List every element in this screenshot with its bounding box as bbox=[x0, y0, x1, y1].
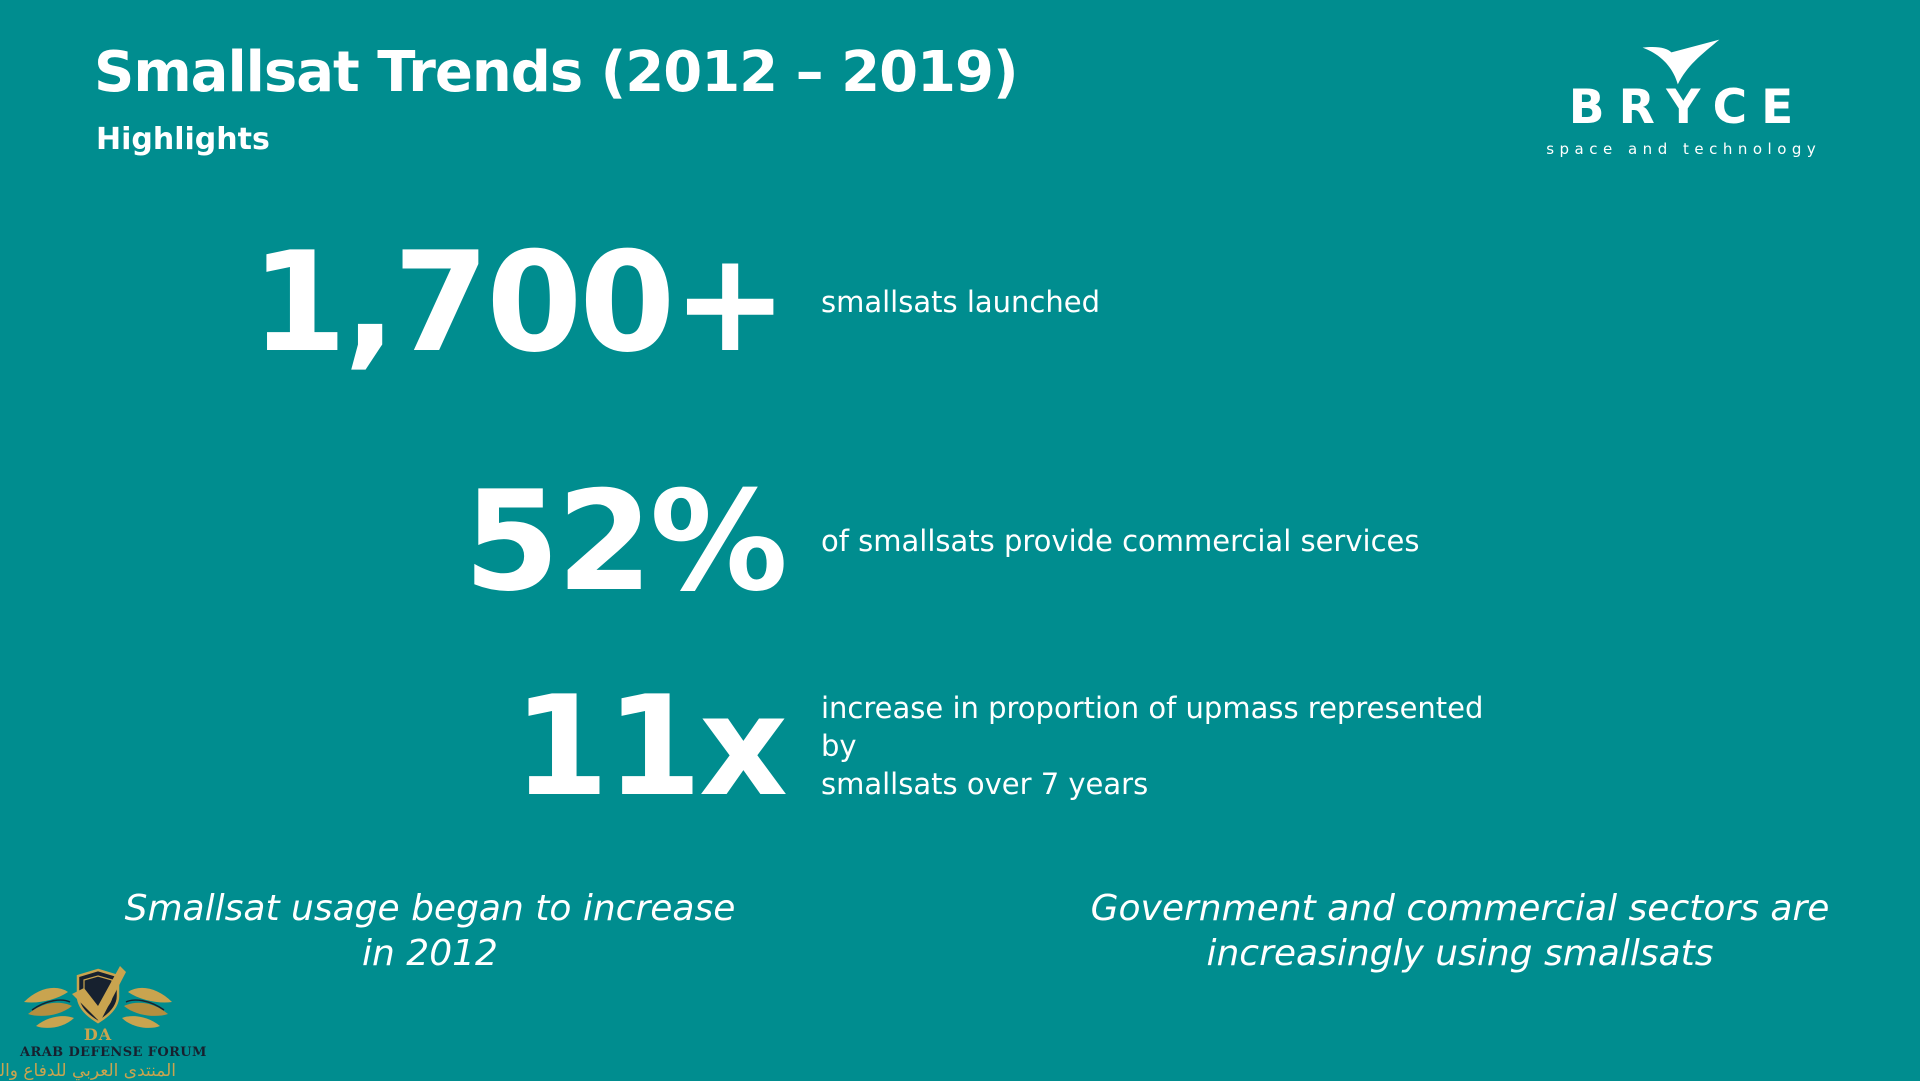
stat-row-commercial-services: 52% of smallsats provide commercial serv… bbox=[0, 467, 1520, 617]
page-title: Smallsat Trends (2012 – 2019) bbox=[94, 40, 1019, 105]
shield-wings-emblem-icon: DA bbox=[24, 966, 172, 1044]
bryce-bird-check-icon bbox=[1642, 39, 1720, 85]
check-icon bbox=[72, 966, 126, 1022]
quote-smallsat-usage: Smallsat usage began to increase in 2012 bbox=[124, 888, 736, 974]
page-subtitle: Highlights bbox=[96, 122, 270, 157]
stat-value: 11x bbox=[512, 666, 788, 828]
stat-value: 52% bbox=[463, 461, 788, 623]
bryce-brand-text: BRYCE bbox=[1568, 80, 1808, 135]
left-wing-icon bbox=[24, 987, 74, 1028]
stat-label: of smallsats provide commercial services bbox=[821, 524, 1420, 559]
stat-row-upmass-increase: 11x increase in proportion of upmass rep… bbox=[0, 672, 1520, 822]
adf-monogram: DA bbox=[84, 1025, 112, 1044]
arab-defense-forum-logo: DA ARAB DEFENSE FORUM المنتدى العربي للد… bbox=[0, 966, 207, 1081]
adf-name-en: ARAB DEFENSE FORUM bbox=[20, 1045, 207, 1060]
bryce-logo: BRYCE space and technology bbox=[1526, 38, 1836, 158]
stat-value: 1,700+ bbox=[250, 222, 788, 384]
right-wing-icon bbox=[122, 987, 172, 1028]
stat-label: increase in proportion of upmass represe… bbox=[821, 691, 1484, 801]
stat-label: smallsats launched bbox=[821, 285, 1100, 320]
quote-government-commercial: Government and commercial sectors are in… bbox=[1090, 888, 1830, 974]
adf-name-ar: المنتدى العربي للدفاع والتسليح bbox=[0, 1061, 176, 1081]
bryce-tagline: space and technology bbox=[1546, 140, 1822, 158]
stat-row-smallsats-launched: 1,700+ smallsats launched bbox=[0, 228, 1520, 378]
